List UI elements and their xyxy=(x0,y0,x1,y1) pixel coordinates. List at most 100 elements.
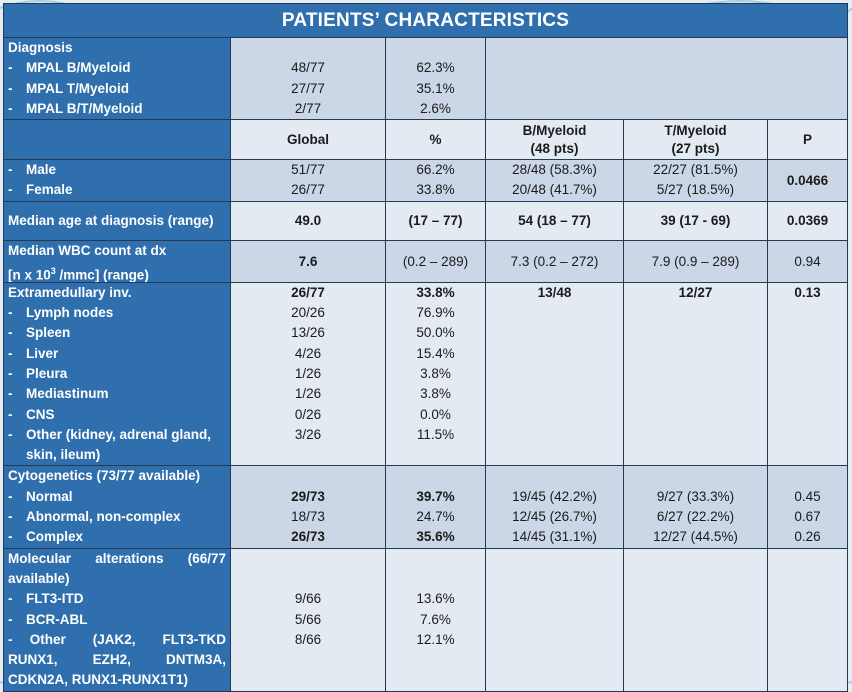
cytogenetics-global: 26/73 xyxy=(291,529,325,545)
molecular-label: available) xyxy=(8,570,70,586)
cytogenetics-b-myeloid: 12/45 (26.7%) xyxy=(512,509,597,525)
age-range: (17 – 77) xyxy=(385,200,486,241)
column-header-t-myeloid: T/Myeloid xyxy=(664,122,727,138)
extramedullary-site-global: 20/26 xyxy=(291,305,325,321)
molecular-item-label: (JAK2, xyxy=(92,631,136,647)
age-global: 49.0 xyxy=(230,200,386,241)
extramedullary-site-label: Spleen xyxy=(26,325,71,341)
molecular-label: (66/77 xyxy=(187,550,226,566)
extramedullary-site-global: 1/26 xyxy=(294,365,322,381)
extramedullary-t-myeloid: 12/27 xyxy=(678,284,713,300)
age-label: Median age at diagnosis (range) xyxy=(3,200,231,241)
column-header-p: P xyxy=(766,119,849,161)
sex-pct: 66.2% xyxy=(416,162,455,178)
wbc-t-myeloid: 7.9 (0.9 – 289) xyxy=(623,239,768,283)
table-row-diagnosis: Diagnosis - MPAL B/Myeloid - MPAL T/Myeloi… xyxy=(3,36,849,121)
diagnosis-pct: 2.6% xyxy=(420,100,451,116)
cytogenetics-global: 18/73 xyxy=(291,509,325,525)
molecular-pct: 7.6% xyxy=(420,611,451,627)
extramedullary-site-label: Liver xyxy=(26,345,59,361)
molecular-global: 9/66 xyxy=(294,591,322,607)
molecular-label: alterations xyxy=(95,550,164,566)
cytogenetics-pct: 35.6% xyxy=(416,529,455,545)
diagnosis-pct: 35.1% xyxy=(416,80,455,96)
extramedullary-global: 26/77 xyxy=(291,284,325,300)
molecular-item-label: CDKN2A, RUNX1-RUNX1T1) xyxy=(8,672,189,688)
extramedullary-site-pct: 3.8% xyxy=(420,386,451,402)
extramedullary-site-global: 0/26 xyxy=(294,406,322,422)
sex-label: Male xyxy=(26,162,57,178)
wbc-unit-label: [n x 10 xyxy=(8,267,51,282)
table-title: PATIENTS’ CHARACTERISTICS xyxy=(2,3,849,38)
extramedullary-label: Extramedullary inv. xyxy=(8,284,132,300)
extramedullary-site-pct: 50.0% xyxy=(416,325,455,341)
sex-b-myeloid: 20/48 (41.7%) xyxy=(512,182,597,198)
diagnosis-item-label: MPAL B/Myeloid xyxy=(26,60,131,76)
molecular-item-label: BCR-ABL xyxy=(26,611,88,627)
column-header-t-count: (27 pts) xyxy=(671,140,720,156)
cytogenetics-t-myeloid: 9/27 (33.3%) xyxy=(656,488,735,504)
wbc-b-myeloid: 7.3 (0.2 – 272) xyxy=(485,239,624,283)
cytogenetics-b-myeloid: 14/45 (31.1%) xyxy=(512,529,597,545)
wbc-label: Median WBC count at dx xyxy=(8,242,167,258)
cytogenetics-global: 29/73 xyxy=(291,488,325,504)
column-header-b-myeloid: B/Myeloid xyxy=(522,122,587,138)
extramedullary-site-global: 4/26 xyxy=(294,345,322,361)
cytogenetics-item-label: Complex xyxy=(26,529,84,545)
table-row-cytogenetics: Cytogenetics (73/77 available) - Normal -… xyxy=(3,465,849,549)
molecular-pct: 12.1% xyxy=(416,631,455,647)
table-row-age: Median age at diagnosis (range) 49.0 (17… xyxy=(3,200,849,241)
wbc-unit-exponent: 3 xyxy=(50,266,56,277)
cytogenetics-p-value: 0.26 xyxy=(794,529,821,545)
patients-characteristics-table: PATIENTS’ CHARACTERISTICS Diagnosis - MPA… xyxy=(2,3,849,692)
sex-global: 26/77 xyxy=(291,182,325,198)
column-header-row: Global % B/Myeloid (48 pts) T/Myeloid (2… xyxy=(3,119,849,161)
wbc-unit-label-end: /mmc] (range) xyxy=(55,267,149,282)
table-row-extramedullary: Extramedullary inv. - Lymph nodes - Spleen… xyxy=(3,281,849,467)
molecular-item-label: FLT3-ITD xyxy=(26,591,84,607)
molecular-pct: 13.6% xyxy=(416,591,455,607)
extramedullary-site-global: 1/26 xyxy=(294,386,322,402)
sex-label: Female xyxy=(26,182,73,198)
age-b-myeloid: 54 (18 – 77) xyxy=(485,200,624,241)
cytogenetics-pct: 24.7% xyxy=(416,509,455,525)
extramedullary-site-pct: 76.9% xyxy=(416,305,455,321)
extramedullary-b-myeloid: 13/48 xyxy=(537,284,572,300)
extramedullary-site-pct: 15.4% xyxy=(416,345,455,361)
extramedullary-site-label: skin, ileum) xyxy=(26,447,101,463)
cytogenetics-t-myeloid: 6/27 (22.2%) xyxy=(656,509,735,525)
cytogenetics-label: Cytogenetics (73/77 available) xyxy=(8,468,201,484)
diagnosis-global: 2/77 xyxy=(294,100,322,116)
age-t-myeloid: 39 (17 - 69) xyxy=(623,200,768,241)
molecular-label: Molecular xyxy=(8,550,72,566)
extramedullary-site-label: CNS xyxy=(26,406,55,422)
wbc-global: 7.6 xyxy=(230,239,386,283)
sex-b-myeloid: 28/48 (58.3%) xyxy=(512,162,597,178)
cytogenetics-item-label: Normal xyxy=(26,488,73,504)
extramedullary-site-label: Lymph nodes xyxy=(26,305,114,321)
column-header-global: Global xyxy=(230,119,386,161)
table-row-wbc: Median WBC count at dx [n x 103 /mmc] (r… xyxy=(3,239,849,283)
cytogenetics-p-value: 0.67 xyxy=(794,509,821,525)
extramedullary-site-pct: 11.5% xyxy=(416,426,455,442)
sex-pct: 33.8% xyxy=(416,182,455,198)
table-row-sex: - Male - Female 51/77 26/77 66.2% 33.8% 28… xyxy=(3,159,849,202)
diagnosis-item-label: MPAL B/T/Myeloid xyxy=(26,100,143,116)
diagnosis-pct: 62.3% xyxy=(416,60,455,76)
diagnosis-item-label: MPAL T/Myeloid xyxy=(26,80,130,96)
cytogenetics-t-myeloid: 12/27 (44.5%) xyxy=(653,529,738,545)
table-row-molecular: Molecular alterations (66/77 available) … xyxy=(3,547,849,692)
cytogenetics-item-label: Abnormal, non-complex xyxy=(26,509,181,525)
cytogenetics-pct: 39.7% xyxy=(416,488,455,504)
extramedullary-site-label: Mediastinum xyxy=(26,386,109,402)
molecular-item-label: Other xyxy=(29,631,66,647)
wbc-p-value: 0.94 xyxy=(766,239,849,283)
extramedullary-site-pct: 3.8% xyxy=(420,365,451,381)
diagnosis-global: 27/77 xyxy=(291,80,325,96)
molecular-item-label: EZH2, xyxy=(92,652,131,668)
cytogenetics-p-value: 0.45 xyxy=(794,488,821,504)
molecular-item-label: RUNX1, xyxy=(8,652,58,668)
molecular-item-label: FLT3-TKD, xyxy=(162,631,226,647)
extramedullary-site-global: 3/26 xyxy=(294,426,322,442)
molecular-global: 8/66 xyxy=(294,631,322,647)
